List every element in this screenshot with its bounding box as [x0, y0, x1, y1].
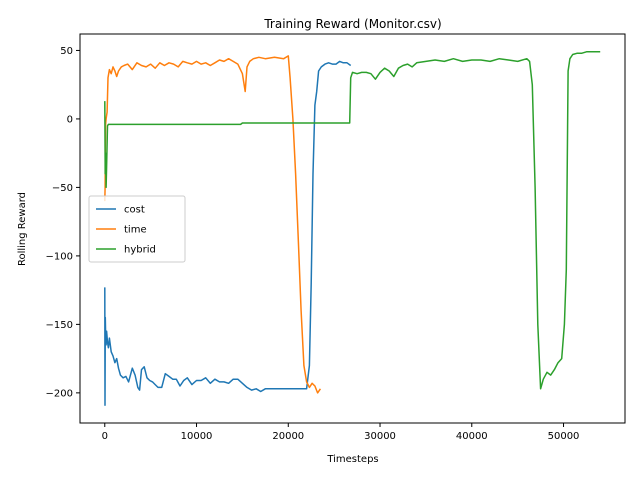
plot-frame [79, 33, 626, 424]
y-tick-label: −200 [46, 388, 73, 399]
y-tick-label: −100 [46, 251, 73, 262]
chart-title: Training Reward (Monitor.csv) [263, 17, 441, 31]
series-line-hybrid [104, 51, 601, 390]
series-line-time [104, 55, 322, 394]
y-tick-label: −150 [46, 320, 73, 331]
x-tick-label: 0 [102, 431, 108, 442]
y-axis-title: Rolling Reward [17, 192, 28, 266]
legend-label-cost: cost [124, 205, 145, 216]
y-tick-label: 50 [60, 46, 73, 57]
legend-label-time: time [124, 225, 147, 236]
x-axis-title: Timesteps [326, 454, 378, 465]
axes-layer: 0 10000 20000 30000 40000 50000 −200 −150 −100 −5… [46, 46, 580, 442]
x-tick-label: 40000 [456, 431, 488, 442]
legend-items: cost time hybrid [96, 205, 156, 256]
legend-box [88, 195, 186, 263]
x-tick-label: 10000 [181, 431, 213, 442]
series-layer [104, 51, 601, 406]
x-tick-label: 20000 [272, 431, 304, 442]
legend-label-hybrid: hybrid [124, 245, 156, 256]
legend: cost time hybrid [88, 195, 186, 263]
x-tick-label: 30000 [364, 431, 396, 442]
y-tick-label: −50 [52, 183, 73, 194]
series-line-cost [104, 60, 352, 406]
y-tick-label: 0 [67, 114, 73, 125]
x-tick-label: 50000 [548, 431, 580, 442]
